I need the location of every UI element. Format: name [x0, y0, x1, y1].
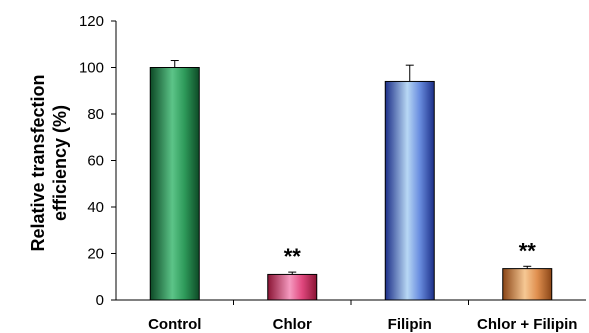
y-tick-label: 120: [79, 13, 104, 30]
y-axis-label-line-1: Relative transfection: [28, 74, 48, 251]
x-category-label: Chlor: [273, 316, 312, 333]
y-tick-label: 60: [87, 153, 104, 170]
y-axis-label-line-2: efficiency (%): [50, 105, 70, 221]
y-tick-label: 100: [79, 60, 104, 77]
y-tick-label: 40: [87, 199, 104, 216]
y-tick-label: 0: [96, 292, 104, 309]
bar-1: [267, 273, 318, 301]
y-tick-label: 80: [87, 106, 104, 123]
x-category-label: Chlor + Filipin: [477, 316, 577, 333]
bar-2: [384, 80, 435, 301]
bars: [149, 60, 553, 301]
bar-3: [502, 268, 553, 301]
labels: 0 20 40 60 80 100 120 Control ** Chlor Filipin ** Ch…: [79, 13, 577, 333]
significance-label: **: [519, 238, 537, 263]
y-tick-label: 20: [87, 246, 104, 263]
x-category-label: Filipin: [388, 316, 432, 333]
significance-label: **: [284, 244, 302, 269]
y-axis-label: Relative transfection efficiency (%): [28, 74, 70, 251]
bar-0: [149, 67, 200, 301]
x-category-label: Control: [148, 316, 201, 333]
